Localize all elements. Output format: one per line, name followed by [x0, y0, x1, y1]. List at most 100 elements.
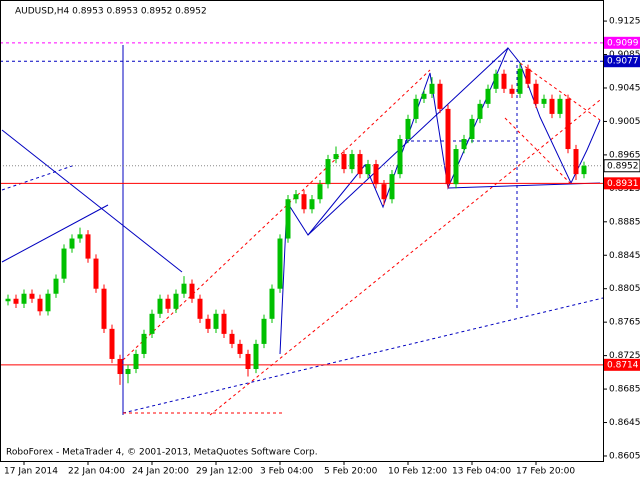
candle-body — [285, 199, 291, 239]
y-tick-label: 0.9045 — [609, 83, 640, 93]
y-tick-label: 0.8605 — [609, 451, 640, 461]
candle-body — [413, 98, 419, 119]
candle-body — [261, 318, 267, 344]
price-label-box — [604, 177, 640, 190]
candle-body — [37, 298, 43, 312]
candle-body — [165, 298, 171, 309]
y-tick-label: 0.9005 — [609, 117, 640, 127]
y-tick-label: 0.8685 — [609, 385, 640, 395]
candle-body — [461, 139, 467, 150]
candle-body — [117, 358, 123, 375]
price-label-box — [604, 36, 640, 49]
candle-body — [61, 248, 67, 279]
levels — [0, 42, 603, 366]
candle-body — [245, 353, 251, 369]
candle-body — [269, 288, 275, 319]
y-tick-label: 0.9125 — [609, 17, 640, 27]
candle-body — [517, 68, 523, 94]
candle-body — [205, 318, 211, 329]
candle-body — [93, 258, 99, 289]
price-label-box — [604, 358, 640, 371]
candle-body — [53, 278, 59, 294]
x-tick-label: 29 Jan 12:00 — [196, 467, 253, 477]
y-tick-label: 0.8725 — [609, 351, 640, 361]
candle-body — [21, 293, 27, 304]
candle-body — [325, 159, 331, 185]
candle-body — [469, 118, 475, 139]
candle-body — [141, 333, 147, 354]
candle-body — [445, 108, 451, 185]
x-tick-label: 5 Feb 20:00 — [324, 467, 378, 477]
candle-body — [437, 83, 443, 109]
candle-body — [485, 88, 491, 104]
channel-line — [1, 204, 109, 263]
candle-body — [69, 238, 75, 249]
candle-body — [397, 139, 403, 175]
candle-body — [181, 283, 187, 294]
candle-body — [309, 199, 315, 210]
candle-body — [381, 184, 387, 200]
candle-body — [45, 293, 51, 312]
candle-body — [221, 313, 227, 334]
chart-title: AUDUSD,H4 0.8953 0.8953 0.8952 0.8952 — [15, 7, 207, 17]
candle-body — [573, 149, 579, 175]
candle-body — [109, 328, 115, 359]
plot-frame — [0, 0, 604, 462]
channel-line — [519, 62, 601, 121]
candle-body — [301, 194, 307, 210]
candle-body — [349, 154, 355, 170]
candle-body — [293, 194, 299, 200]
candle-body — [149, 313, 155, 334]
y-tick-label: 0.8885 — [609, 217, 640, 227]
x-tick-label: 24 Jan 20:00 — [132, 467, 189, 477]
x-tick-label: 17 Jan 2014 — [4, 467, 58, 477]
candle-body — [197, 298, 203, 319]
price-label-box — [604, 55, 640, 68]
candle-body — [373, 164, 379, 185]
candle-body — [365, 164, 371, 175]
candles — [5, 62, 587, 385]
candle-body — [13, 298, 19, 304]
candle-body — [101, 288, 107, 329]
candle-body — [5, 298, 11, 302]
candle-body — [509, 88, 515, 94]
channel-line — [122, 69, 431, 361]
candle-body — [317, 184, 323, 200]
last-price-label: 0.8952 — [607, 161, 639, 171]
x-tick-label: 13 Feb 04:00 — [452, 467, 511, 477]
last-price-box — [603, 159, 640, 173]
y-tick-label: 0.8765 — [609, 318, 640, 328]
y-tick-label: 0.8845 — [609, 251, 640, 261]
candle-body — [189, 283, 195, 299]
candle-body — [525, 68, 531, 84]
footer: RoboForex - MetaTrader 4, © 2001-2013, M… — [6, 448, 318, 458]
candle-body — [453, 149, 459, 185]
candle-body — [341, 154, 347, 170]
candle-body — [501, 73, 507, 89]
candle-body — [581, 165, 587, 175]
y-tick-label: 0.8965 — [609, 150, 640, 160]
x-tick-label: 22 Jan 04:00 — [68, 467, 125, 477]
candle-body — [533, 83, 539, 104]
candle-body — [213, 313, 219, 329]
candle-body — [357, 154, 363, 175]
channel-line — [122, 297, 604, 414]
candle-body — [125, 369, 131, 375]
candle-body — [173, 293, 179, 309]
candle-body — [237, 343, 243, 354]
candle-body — [389, 174, 395, 200]
price-label: 0.8931 — [607, 179, 639, 189]
candle-body — [29, 293, 35, 299]
candle-body — [77, 234, 83, 239]
x-tick-label: 10 Feb 12:00 — [388, 467, 447, 477]
candle-body — [229, 333, 235, 344]
y-tick-label: 0.9085 — [609, 50, 640, 60]
trend-line — [447, 182, 601, 189]
candle-body — [253, 343, 259, 369]
x-tick-label: 3 Feb 04:00 — [260, 467, 314, 477]
candle-body — [421, 93, 427, 99]
candle-body — [133, 353, 139, 369]
